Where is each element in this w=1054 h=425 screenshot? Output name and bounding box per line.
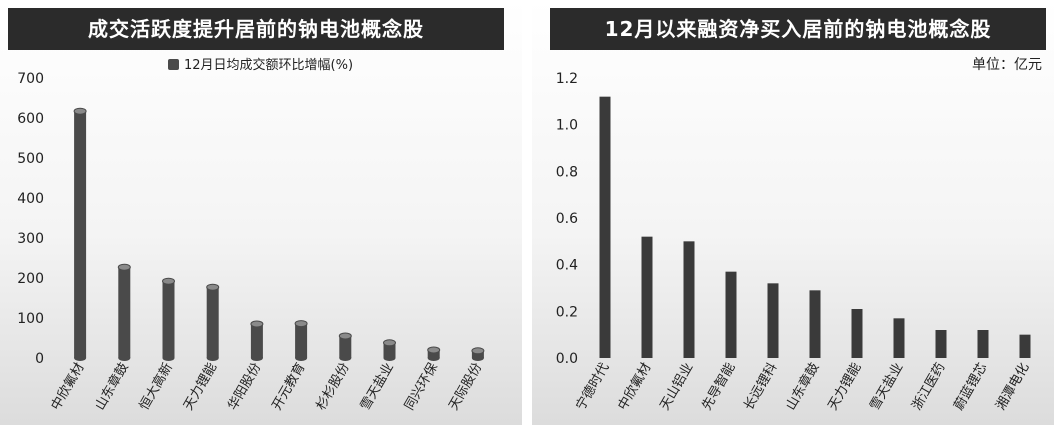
right-category-label: 长远锂科 [741,361,780,414]
left-bar [250,324,263,358]
left-bar [339,336,352,358]
left-bar-top [294,320,308,328]
right-bar [767,283,779,358]
right-bar [809,290,821,358]
right-y-tick-label: 0.4 [556,258,578,274]
left-bar-top [117,263,131,271]
left-bar [471,350,484,358]
left-category-label: 雪天盐业 [358,361,397,414]
left-bar-top [383,339,396,347]
right-bar [893,318,905,358]
left-y-tick-label: 700 [17,71,44,87]
left-bar [74,111,87,358]
right-chart-title: 12月以来融资净买入居前的钠电池概念股 [550,8,1046,50]
right-category-label: 宁德时代 [573,360,613,413]
left-category-label: 恒大高新 [136,360,176,413]
left-bar-base [206,355,219,361]
left-y-tick-label: 500 [17,151,44,167]
left-bar-base [383,355,396,361]
right-y-tick-label: 0.8 [556,164,578,180]
left-bar-base [74,355,87,361]
left-bar-top [427,346,441,354]
left-bar-base [427,355,440,361]
left-chart-panel: 成交活跃度提升居前的钠电池概念股 0 100 200 300 400 500 600 700 1… [0,0,522,425]
left-bar-base [162,355,175,361]
left-bar-top [250,320,264,328]
left-bar-base [471,355,484,361]
right-category-label: 中欣氟材 [615,361,654,414]
right-unit-label: 单位：亿元 [972,57,1042,73]
right-chart-panel: 12月以来融资净买入居前的钠电池概念股 单位：亿元 0.0 0.2 0.4 0.6 0.8… [532,0,1054,425]
left-bar-base [339,355,352,361]
left-bar-top [162,277,175,285]
left-bar-base [118,355,131,361]
left-y-tick-label: 600 [17,111,44,127]
left-category-label: 同兴环保 [402,361,441,414]
left-legend-swatch [168,59,179,70]
left-category-label: 华阳股份 [225,361,264,414]
left-bar-base [295,355,308,361]
left-bar [427,350,440,358]
left-bar-top [206,283,220,291]
left-bar [162,281,175,358]
left-category-label: 开元教育 [269,360,309,413]
right-bar [683,241,695,358]
right-category-label: 雪天盐业 [867,361,906,414]
left-bar-base [250,355,263,361]
right-y-tick-label: 0.6 [556,211,578,227]
left-bar [118,267,131,358]
left-chart-svg: 0 100 200 300 400 500 600 700 12月日均成交额环比增幅(%) 中欣氟… [17,57,485,414]
right-bar [977,330,989,358]
left-category-label: 杉杉股份 [314,361,353,414]
left-y-tick-label: 0 [35,351,44,367]
right-bar [599,96,611,359]
left-legend-label: 12月日均成交额环比增幅(%) [184,57,353,73]
left-category-label: 山东章鼓 [92,360,132,413]
left-y-tick-label: 100 [17,311,44,327]
right-chart-svg: 单位：亿元 0.0 0.2 0.4 0.6 0.8 1.0 1.2 宁德时代 中欣氟材 天山铝业 先导… [556,57,1042,414]
right-category-label: 山东章鼓 [783,360,823,413]
left-bar-top [471,347,485,355]
right-bar [725,271,737,358]
left-category-label: 中欣氟材 [49,361,88,414]
right-bar [935,330,947,358]
right-category-label: 浙江医药 [909,361,948,414]
right-bar [641,236,653,358]
left-bar [295,323,308,358]
right-category-label: 天山铝业 [657,361,696,414]
left-y-tick-label: 200 [17,271,44,287]
left-category-label: 天际股份 [446,361,485,414]
left-bar-top [73,107,87,115]
right-bar [1019,334,1031,358]
right-category-label: 天力锂能 [825,361,864,414]
left-y-tick-label: 300 [17,231,44,247]
right-y-tick-label: 0.0 [556,351,578,367]
right-y-tick-label: 0.2 [556,304,578,320]
left-category-label: 天力锂能 [181,361,220,414]
left-bar [206,287,219,358]
left-bar [383,342,396,358]
right-category-label: 湘潭电化 [993,361,1032,414]
right-category-label: 先导智能 [699,361,738,414]
left-y-tick-label: 400 [17,191,44,207]
right-category-label: 蔚蓝锂芯 [951,361,990,414]
left-chart-title: 成交活跃度提升居前的钠电池概念股 [8,8,504,50]
right-bar [851,309,863,358]
right-y-tick-label: 1.0 [556,118,578,134]
left-bar-top [338,332,352,340]
right-y-tick-label: 1.2 [556,71,578,87]
